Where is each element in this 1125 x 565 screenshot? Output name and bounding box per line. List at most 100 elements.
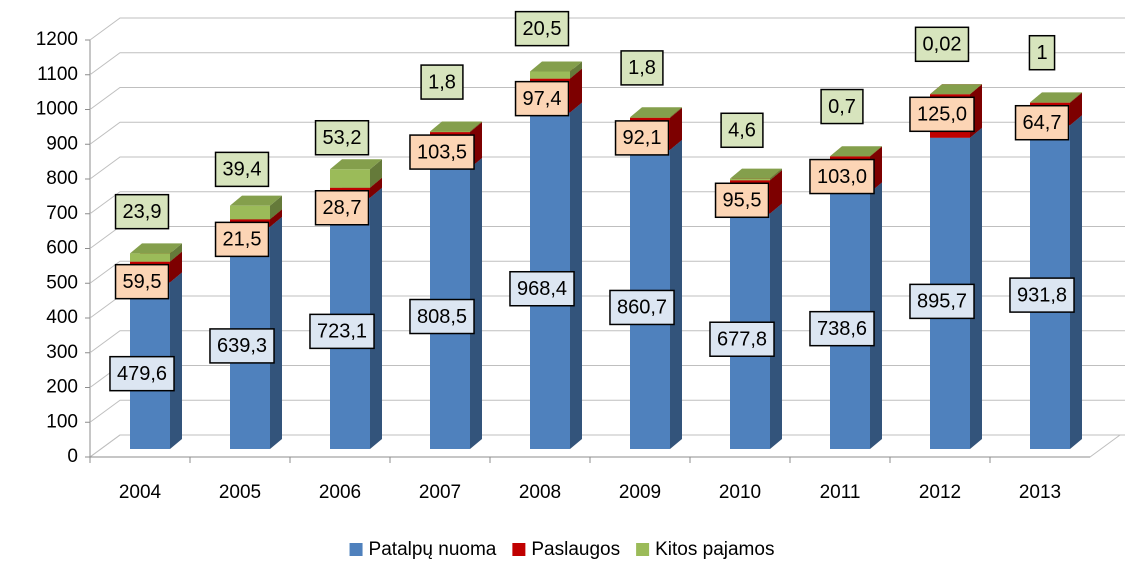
data-label-box [609,289,675,326]
data-label-text: 4,6 [728,120,756,142]
bar-side [470,121,482,133]
bar-side [670,139,682,450]
grid-line [89,87,1125,110]
bar-side [370,159,382,188]
x-tick-label: 2008 [519,482,561,503]
data-label-text: 20,5 [523,18,562,40]
bar-side [970,127,982,449]
bar-side [970,84,982,95]
data-label-text: 0,7 [828,96,856,118]
y-tick-label: 900 [46,133,78,154]
grid-line [89,121,1125,145]
data-label-box [809,158,875,195]
data-label: 64,7 [1014,104,1070,141]
bar-side [270,195,282,220]
data-label-text: 125,0 [917,104,967,126]
data-label: 95,5 [714,182,770,219]
data-label-text: 53,2 [323,127,362,149]
data-label-box [314,189,370,226]
y-tick-label: 1100 [37,64,78,85]
data-label: 0,7 [820,88,864,125]
data-label: 53,2 [314,119,370,156]
bar-side [1070,92,1082,103]
bar-top [430,121,482,132]
grid-line [89,399,1125,423]
x-tick-label: 2007 [419,482,461,503]
data-label-box [314,119,370,156]
data-label-text: 59,5 [123,271,162,293]
data-label-text: 97,4 [523,88,562,110]
data-label-box [909,283,975,320]
data-label-text: 21,5 [223,229,262,251]
y-tick-label: 300 [46,342,78,363]
bar-side [270,216,282,449]
bar-top [1030,92,1082,103]
bar-side [770,203,782,449]
data-label-text: 479,6 [117,363,167,385]
data-label-box [409,134,475,170]
bar-side [670,107,682,150]
data-label-box [514,80,570,117]
data-label-text: 931,8 [1017,284,1067,306]
data-label-text: 677,8 [717,329,767,351]
y-tick-label: 400 [46,307,78,328]
bar-segment [230,205,270,220]
data-label: 28,7 [314,189,370,226]
bar-segment [130,253,170,262]
y-tick-label: 800 [46,168,78,189]
data-label-box [209,328,275,364]
bar-segment [530,71,570,79]
bar-side [870,146,882,157]
bar-side [770,170,782,214]
bar-side [1070,92,1082,126]
x-tick-label: 2006 [319,482,361,503]
data-label-box [114,193,170,230]
data-label-text: 103,5 [417,141,467,163]
bar-side [870,182,882,450]
y-tick-label: 700 [46,203,78,224]
bar-side [270,209,282,227]
data-label-text: 968,4 [517,278,567,300]
bar-top [630,107,682,118]
y-tick-label: 100 [46,411,78,432]
x-tick-label: 2010 [719,482,761,503]
bar-side [170,251,182,283]
data-label: 931,8 [1009,277,1075,313]
data-label-box [214,151,270,188]
grid-line [89,330,1125,354]
grid-line [89,156,1125,180]
data-label-box [914,26,970,63]
bar-top [330,159,382,170]
data-label-box [620,50,664,86]
data-label: 808,5 [409,298,475,335]
data-label-text: 28,7 [323,197,362,219]
data-label-text: 64,7 [1023,112,1062,134]
data-label: 639,3 [209,328,275,364]
data-label-text: 23,9 [123,201,162,223]
data-label: 59,5 [114,263,170,300]
x-tick-label: 2004 [119,482,162,503]
bar-segment [430,131,470,133]
data-label-text: 860,7 [617,297,667,319]
data-label-text: 738,6 [817,318,867,340]
legend-label: Patalpų nuoma [369,539,497,560]
bar-segment [630,117,670,118]
data-label: 39,4 [214,151,270,188]
data-label: 738,6 [809,310,875,347]
y-tick-label: 0 [67,446,78,467]
data-label: 1 [1028,34,1056,71]
data-label-box [809,310,875,347]
bar-side [570,61,582,79]
data-label-text: 639,3 [217,335,267,357]
data-label: 21,5 [214,221,270,258]
bar-segment [330,169,370,188]
bar-segment [730,178,770,181]
bar-top [730,168,782,179]
data-label-box [1009,277,1075,313]
data-label: 1,8 [620,50,664,86]
bar-side [670,107,682,118]
legend-label: Kitos pajamos [655,539,774,560]
legend-swatch [512,543,526,556]
data-label-box [109,355,175,392]
bar-top [230,195,282,206]
